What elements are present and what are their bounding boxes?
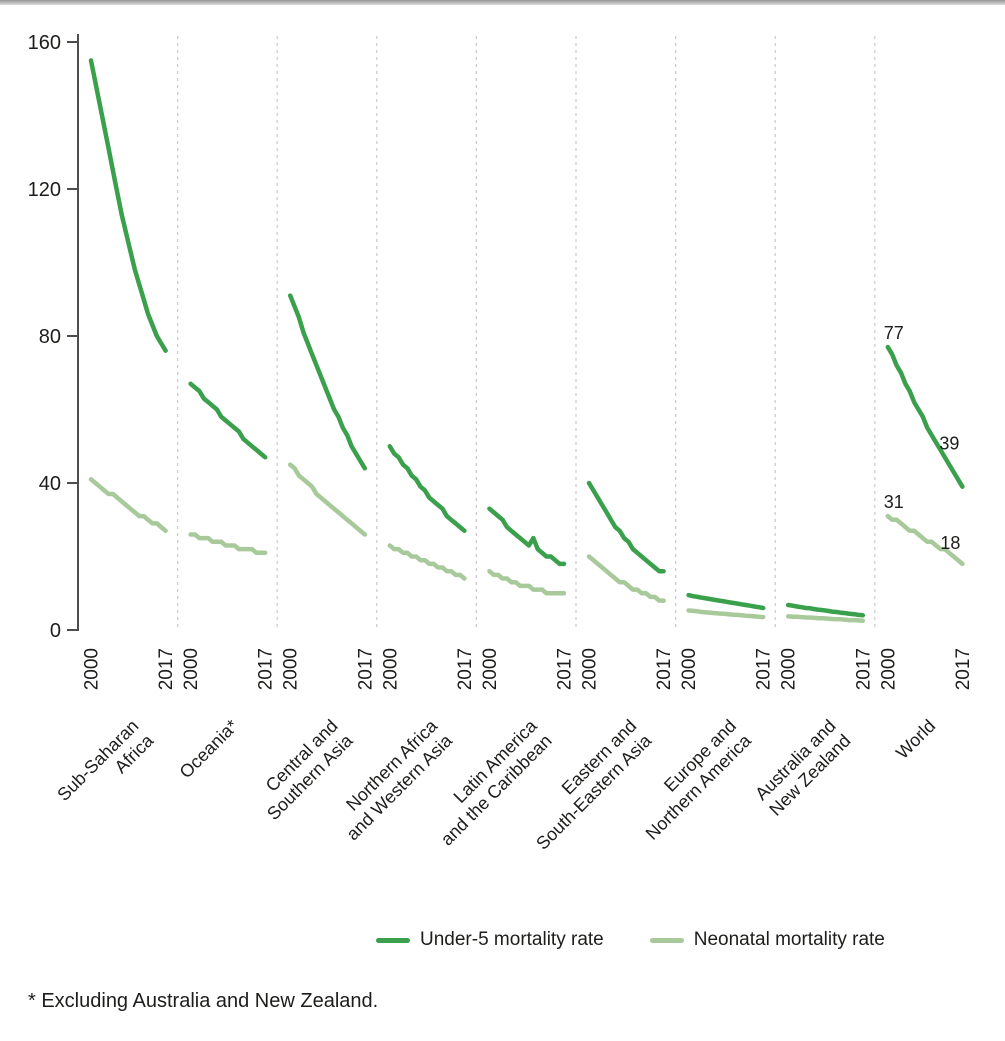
- under5-mortality-line: [88, 58, 168, 353]
- neonatal-mortality-line: [785, 614, 866, 624]
- region-label-line: World: [892, 716, 939, 763]
- neonatal-mortality-line: [487, 568, 567, 596]
- value-label-neonatal-end: 18: [940, 533, 960, 553]
- value-label-under5-start: 77: [884, 323, 904, 343]
- legend-item-under5: Under-5 mortality rate: [376, 929, 604, 951]
- under5-mortality-line: [785, 602, 866, 618]
- neonatal-mortality-line: [885, 513, 965, 567]
- value-label-under5-end: 39: [939, 434, 959, 454]
- under5-mortality-line: [387, 444, 467, 534]
- region-label-line: Oceania*: [176, 716, 243, 783]
- neonatal-mortality-line: [686, 608, 766, 620]
- x-tick-label-2000: 2000: [82, 648, 103, 690]
- x-tick-label-2017: 2017: [853, 648, 874, 690]
- x-tick-label-2017: 2017: [654, 648, 675, 690]
- neonatal-mortality-line: [287, 462, 368, 537]
- y-tick-label: 0: [50, 620, 61, 642]
- value-label-neonatal-start: 31: [884, 492, 904, 512]
- legend-label-under5: Under-5 mortality rate: [420, 929, 604, 950]
- x-tick-label-2017: 2017: [953, 648, 974, 690]
- footnote: * Excluding Australia and New Zealand.: [28, 990, 379, 1012]
- x-tick-label-2017: 2017: [555, 648, 576, 690]
- x-tick-label-2000: 2000: [679, 648, 700, 690]
- under5-mortality-line: [287, 293, 368, 471]
- neonatal-line-swatch: [649, 937, 684, 943]
- x-tick-label-2000: 2000: [480, 648, 501, 690]
- page-top-border: [0, 0, 1005, 5]
- under5-mortality-line: [586, 480, 666, 574]
- neonatal-mortality-line: [88, 477, 168, 534]
- region-label: Oceania*: [176, 716, 243, 783]
- neonatal-mortality-line: [586, 554, 666, 603]
- chart-legend: Under-5 mortality rate Neonatal mortalit…: [376, 929, 885, 951]
- region-label: Northern Africaand Western Asia: [328, 715, 457, 844]
- under5-mortality-line: [188, 381, 268, 460]
- x-tick-label-2017: 2017: [754, 648, 775, 690]
- neonatal-mortality-line: [387, 543, 467, 581]
- region-label: Europe andNorthern America: [627, 715, 756, 844]
- x-tick-label-2017: 2017: [156, 648, 177, 690]
- y-tick-label: 80: [39, 326, 61, 348]
- legend-label-neonatal: Neonatal mortality rate: [693, 929, 885, 950]
- region-label: Sub-SaharanAfrica: [53, 715, 158, 820]
- under5-mortality-line: [487, 506, 567, 567]
- x-tick-label-2017: 2017: [355, 648, 376, 690]
- x-tick-label-2017: 2017: [455, 648, 476, 690]
- y-tick-label: 160: [28, 32, 61, 54]
- y-tick-label: 40: [39, 473, 61, 495]
- neonatal-mortality-line: [188, 532, 268, 556]
- x-tick-label-2000: 2000: [380, 648, 401, 690]
- under5-mortality-line: [686, 592, 766, 611]
- x-tick-label-2000: 2000: [281, 648, 302, 690]
- legend-item-neonatal: Neonatal mortality rate: [649, 929, 885, 951]
- x-tick-label-2000: 2000: [580, 648, 601, 690]
- region-label: World: [892, 716, 939, 763]
- y-tick-label: 120: [28, 179, 61, 201]
- under5-mortality-line: [885, 344, 965, 489]
- region-label: Central andSouthern Asia: [248, 715, 357, 824]
- x-tick-label-2017: 2017: [256, 648, 277, 690]
- x-tick-label-2000: 2000: [779, 648, 800, 690]
- under5-line-swatch: [376, 937, 410, 943]
- region-label: Australia andNew Zealand: [750, 716, 854, 820]
- x-tick-label-2000: 2000: [878, 648, 899, 690]
- x-tick-label-2000: 2000: [181, 648, 202, 690]
